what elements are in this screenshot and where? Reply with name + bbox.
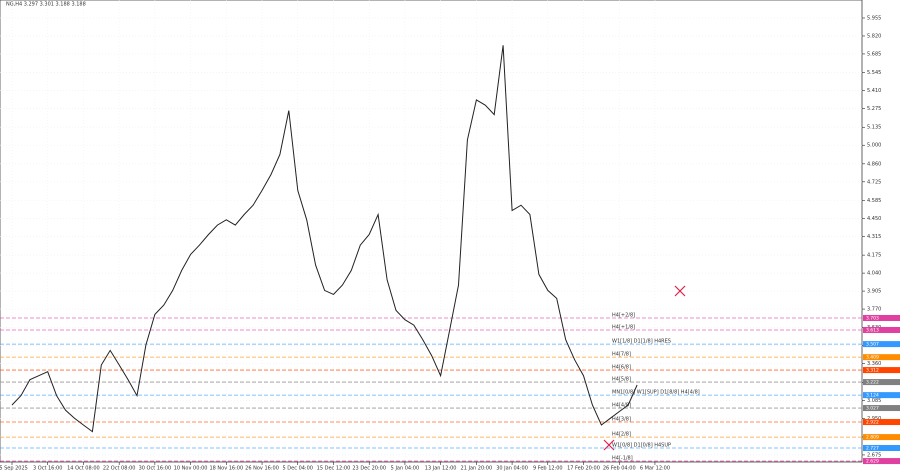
y-tick-label: 5.135: [867, 125, 881, 131]
x-tick-label: 18 Nov 16:00: [209, 466, 243, 472]
y-tick-label: 4.725: [867, 179, 881, 185]
y-tick-label: 2.950: [867, 416, 881, 422]
level-label: H4[+1/8]: [612, 324, 635, 330]
x-tick-label: 6 Mar 12:00: [640, 466, 670, 472]
x-tick-label: 3 Oct 16:00: [33, 466, 62, 472]
level-label: H4[+2/8]: [612, 312, 635, 318]
x-tick-label: 30 Oct 16:00: [139, 466, 172, 472]
price-box: [863, 367, 900, 374]
price-box-label: 3.222: [866, 380, 879, 386]
price-box: [863, 341, 900, 348]
level-label: H4[3/8]: [612, 417, 631, 423]
y-tick-label: 5.685: [867, 51, 881, 57]
x-tick-label: 14 Oct 08:00: [67, 466, 100, 472]
price-box: [863, 326, 900, 333]
level-label: W1[1/8] D1[1/8] H4RES: [612, 339, 671, 345]
y-tick-label: 5.820: [867, 33, 881, 39]
y-tick-label: 4.585: [867, 198, 881, 204]
y-tick-label: 5.275: [867, 106, 881, 112]
level-label: H4[7/8]: [612, 352, 631, 358]
price-box: [863, 434, 900, 441]
x-tick-label: 15 Dec 12:00: [317, 466, 351, 472]
y-tick-label: 3.770: [867, 307, 881, 313]
level-label: H4[4/8]: [612, 403, 631, 409]
price-box-label: 2.922: [866, 420, 879, 426]
y-tick-label: 2.675: [867, 452, 881, 458]
y-tick-label: 5.410: [867, 88, 881, 94]
y-tick-label: 4.315: [867, 234, 881, 240]
y-tick-label: 4.175: [867, 253, 881, 259]
chart-title: NG,H4 3.297 3.301 3.188 3.188: [6, 2, 86, 8]
x-tick-label: 17 Feb 20:00: [567, 466, 600, 472]
level-label: H4[5/8]: [612, 377, 631, 383]
y-tick-label: 3.905: [867, 289, 881, 295]
x-tick-label: 21 Jan 20:00: [461, 466, 493, 472]
y-tick-label: 4.040: [867, 271, 881, 277]
x-tick-label: 5 Dec 04:00: [283, 466, 313, 472]
plot-frame: [0, 0, 863, 463]
x-tick-label: 30 Jan 04:00: [496, 466, 528, 472]
price-box: [863, 405, 900, 412]
price-box: [863, 458, 900, 465]
price-box: [863, 354, 900, 361]
price-box: [863, 445, 900, 452]
x-tick-label: 5 Jan 04:00: [391, 466, 419, 472]
x-tick-label: 26 Feb 04:00: [603, 466, 636, 472]
grid: [0, 0, 862, 462]
y-tick-label: 5.545: [867, 70, 881, 76]
price-box-label: 3.124: [866, 393, 879, 399]
level-label: H4[6/8]: [612, 365, 631, 371]
price-box-label: 2.809: [866, 435, 879, 441]
cross-marker: [674, 285, 686, 297]
y-tick-label: 3.085: [867, 398, 881, 404]
y-tick-label: 3.360: [867, 361, 881, 367]
x-tick-label: 10 Nov 00:00: [174, 466, 208, 472]
x-tick-label: 9 Feb 12:00: [533, 466, 563, 472]
x-tick-label: 22 Oct 08:00: [103, 466, 136, 472]
x-tick-label: 25 Sep 2025: [0, 466, 28, 472]
level-label: H4[2/8]: [612, 432, 631, 438]
y-tick-label: 5.955: [867, 15, 881, 21]
level-label: W1[0/8] D1[0/8] H4SUP: [612, 443, 671, 449]
x-tick-label: 23 Dec 20:00: [352, 466, 386, 472]
price-box-label: 3.409: [866, 355, 879, 361]
y-tick-label: 4.860: [867, 161, 881, 167]
price-box-label: 2.629: [866, 459, 879, 465]
price-box-label: 3.312: [866, 368, 879, 374]
x-tick-label: 26 Nov 16:00: [245, 466, 279, 472]
price-box-label: 3.507: [866, 342, 879, 348]
price-box: [863, 419, 900, 426]
x-tick-label: 13 Jan 12:00: [425, 466, 457, 472]
price-box-label: 3.027: [866, 406, 879, 412]
y-tick-label: 4.450: [867, 216, 881, 222]
price-box: [863, 379, 900, 386]
price-box: [863, 392, 900, 399]
price-box: [863, 314, 900, 321]
price-box-label: 3.703: [866, 315, 879, 321]
price-line: [11, 45, 638, 433]
level-label: H4[-1/8]: [612, 456, 633, 462]
price-box-label: 3.613: [866, 327, 879, 333]
price-box-label: 2.727: [866, 446, 879, 452]
y-tick-label: 5.000: [867, 143, 881, 149]
level-label: MN1[0/8] W1[SUP] D1[8/8] H4[4/8]: [612, 390, 700, 396]
